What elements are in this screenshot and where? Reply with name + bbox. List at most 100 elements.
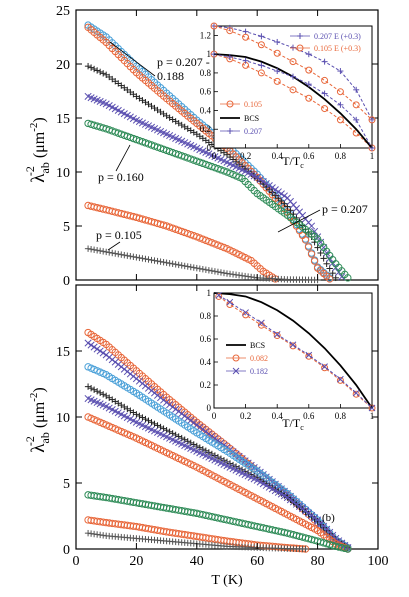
data-point [148,256,155,264]
annotation-p-0207: p = 0.207 [322,202,368,216]
data-point [154,422,161,429]
x-tick-label: 0 [73,554,80,569]
data-point [329,269,336,277]
inset-y-tick-label: 0.4 [200,357,212,367]
inset-x-tick-label: 1 [370,151,375,161]
panel-b-y-label-main: λ [28,443,49,453]
panel-b-label: (b) [322,512,335,524]
legend-label: 0.082 [250,354,268,363]
data-point [121,251,128,259]
data-point [290,44,296,51]
panel-b-inset-frame [213,292,373,409]
data-point [257,41,265,49]
data-point [259,177,267,186]
data-point [277,190,285,198]
inset-x-tick-label: 0 [212,411,217,421]
data-point [139,255,146,262]
data-point [215,292,223,300]
data-point [281,200,288,207]
data-point [139,414,146,421]
inset-y-tick-label: 0 [207,403,212,413]
series-4 [84,394,352,552]
data-point [151,420,158,428]
data-point [87,64,95,71]
legend-entry: 0.207 E (+0.3) [290,32,361,41]
y-tick-label: 5 [63,220,70,235]
data-point [190,419,198,427]
data-point [352,389,360,397]
data-point [226,53,233,60]
y-tick-label: 0 [63,274,70,289]
data-point [181,436,188,443]
data-point [296,44,304,52]
data-point [133,254,140,261]
series-8 [84,529,309,553]
panel-a-inset-ticks: 0 0.2 0.4 0.6 0.8 1 0 0.2 0.4 0.6 0.8 1 1.2 [200,30,375,161]
inset-y-tick-label: 1.2 [200,30,211,40]
y-tick-label: 15 [56,112,70,127]
inset-y-tick-label: 1 [207,49,212,59]
data-point [172,405,180,413]
data-point [208,432,216,440]
panel-b-x-axis-label: T (K) [211,573,243,588]
data-point [193,421,201,429]
data-point [258,319,265,327]
inset-y-tick-label: 0.2 [200,380,211,390]
data-point [262,180,270,188]
data-point [93,345,101,353]
data-point [317,521,324,528]
data-point [175,261,182,269]
data-point [283,493,291,502]
data-point [99,70,107,77]
data-point [305,94,313,102]
data-point [103,248,110,256]
data-point [178,262,185,269]
data-point [232,354,240,362]
data-point [226,100,234,108]
panel-a-inset: 0 0.2 0.4 0.6 0.8 1 0 0.2 0.4 0.6 0.8 1 1.2 0.207 E … [200,22,376,170]
data-point [184,414,192,422]
data-point [87,341,95,349]
data-point [199,446,207,453]
legend-label: 0.207 [244,127,262,136]
data-point [87,246,95,253]
data-point [90,343,98,351]
inset-series-line [213,53,373,149]
data-point [93,67,101,74]
data-point [271,186,279,194]
data-point [242,309,249,316]
series-5 [84,201,280,283]
data-point [337,375,344,383]
data-point [178,434,185,442]
data-point [242,28,249,35]
data-point [90,386,98,393]
panel-b-y-label-unit: (μm [31,401,48,428]
data-point [99,248,107,255]
data-point [157,258,164,265]
panel-a-y-label-sub: ab [38,162,52,173]
x-tick-label: 80 [311,554,325,569]
data-point [106,249,113,256]
data-point [289,342,297,350]
series-5 [84,413,352,553]
annotation-p-0105: p = 0.105 [96,228,142,242]
data-point [136,254,143,262]
legend-entry: BCS [226,341,265,350]
inset-y-tick-label: 0 [207,143,212,153]
data-point [286,496,294,504]
data-point [142,255,149,263]
legend-entry: 0.105 [220,100,262,109]
inset-series-line [218,296,373,409]
data-point [301,236,310,244]
data-point [310,257,319,265]
y-tick-label: 20 [56,58,70,73]
data-point [220,269,228,277]
data-point [314,518,321,525]
inset-x-tick-label: 0 [212,151,217,161]
annotation-p-0160: p = 0.160 [98,170,144,184]
data-point [274,188,282,196]
panel-b-plot-area [84,328,352,553]
data-point [272,192,279,199]
data-point [211,434,219,442]
